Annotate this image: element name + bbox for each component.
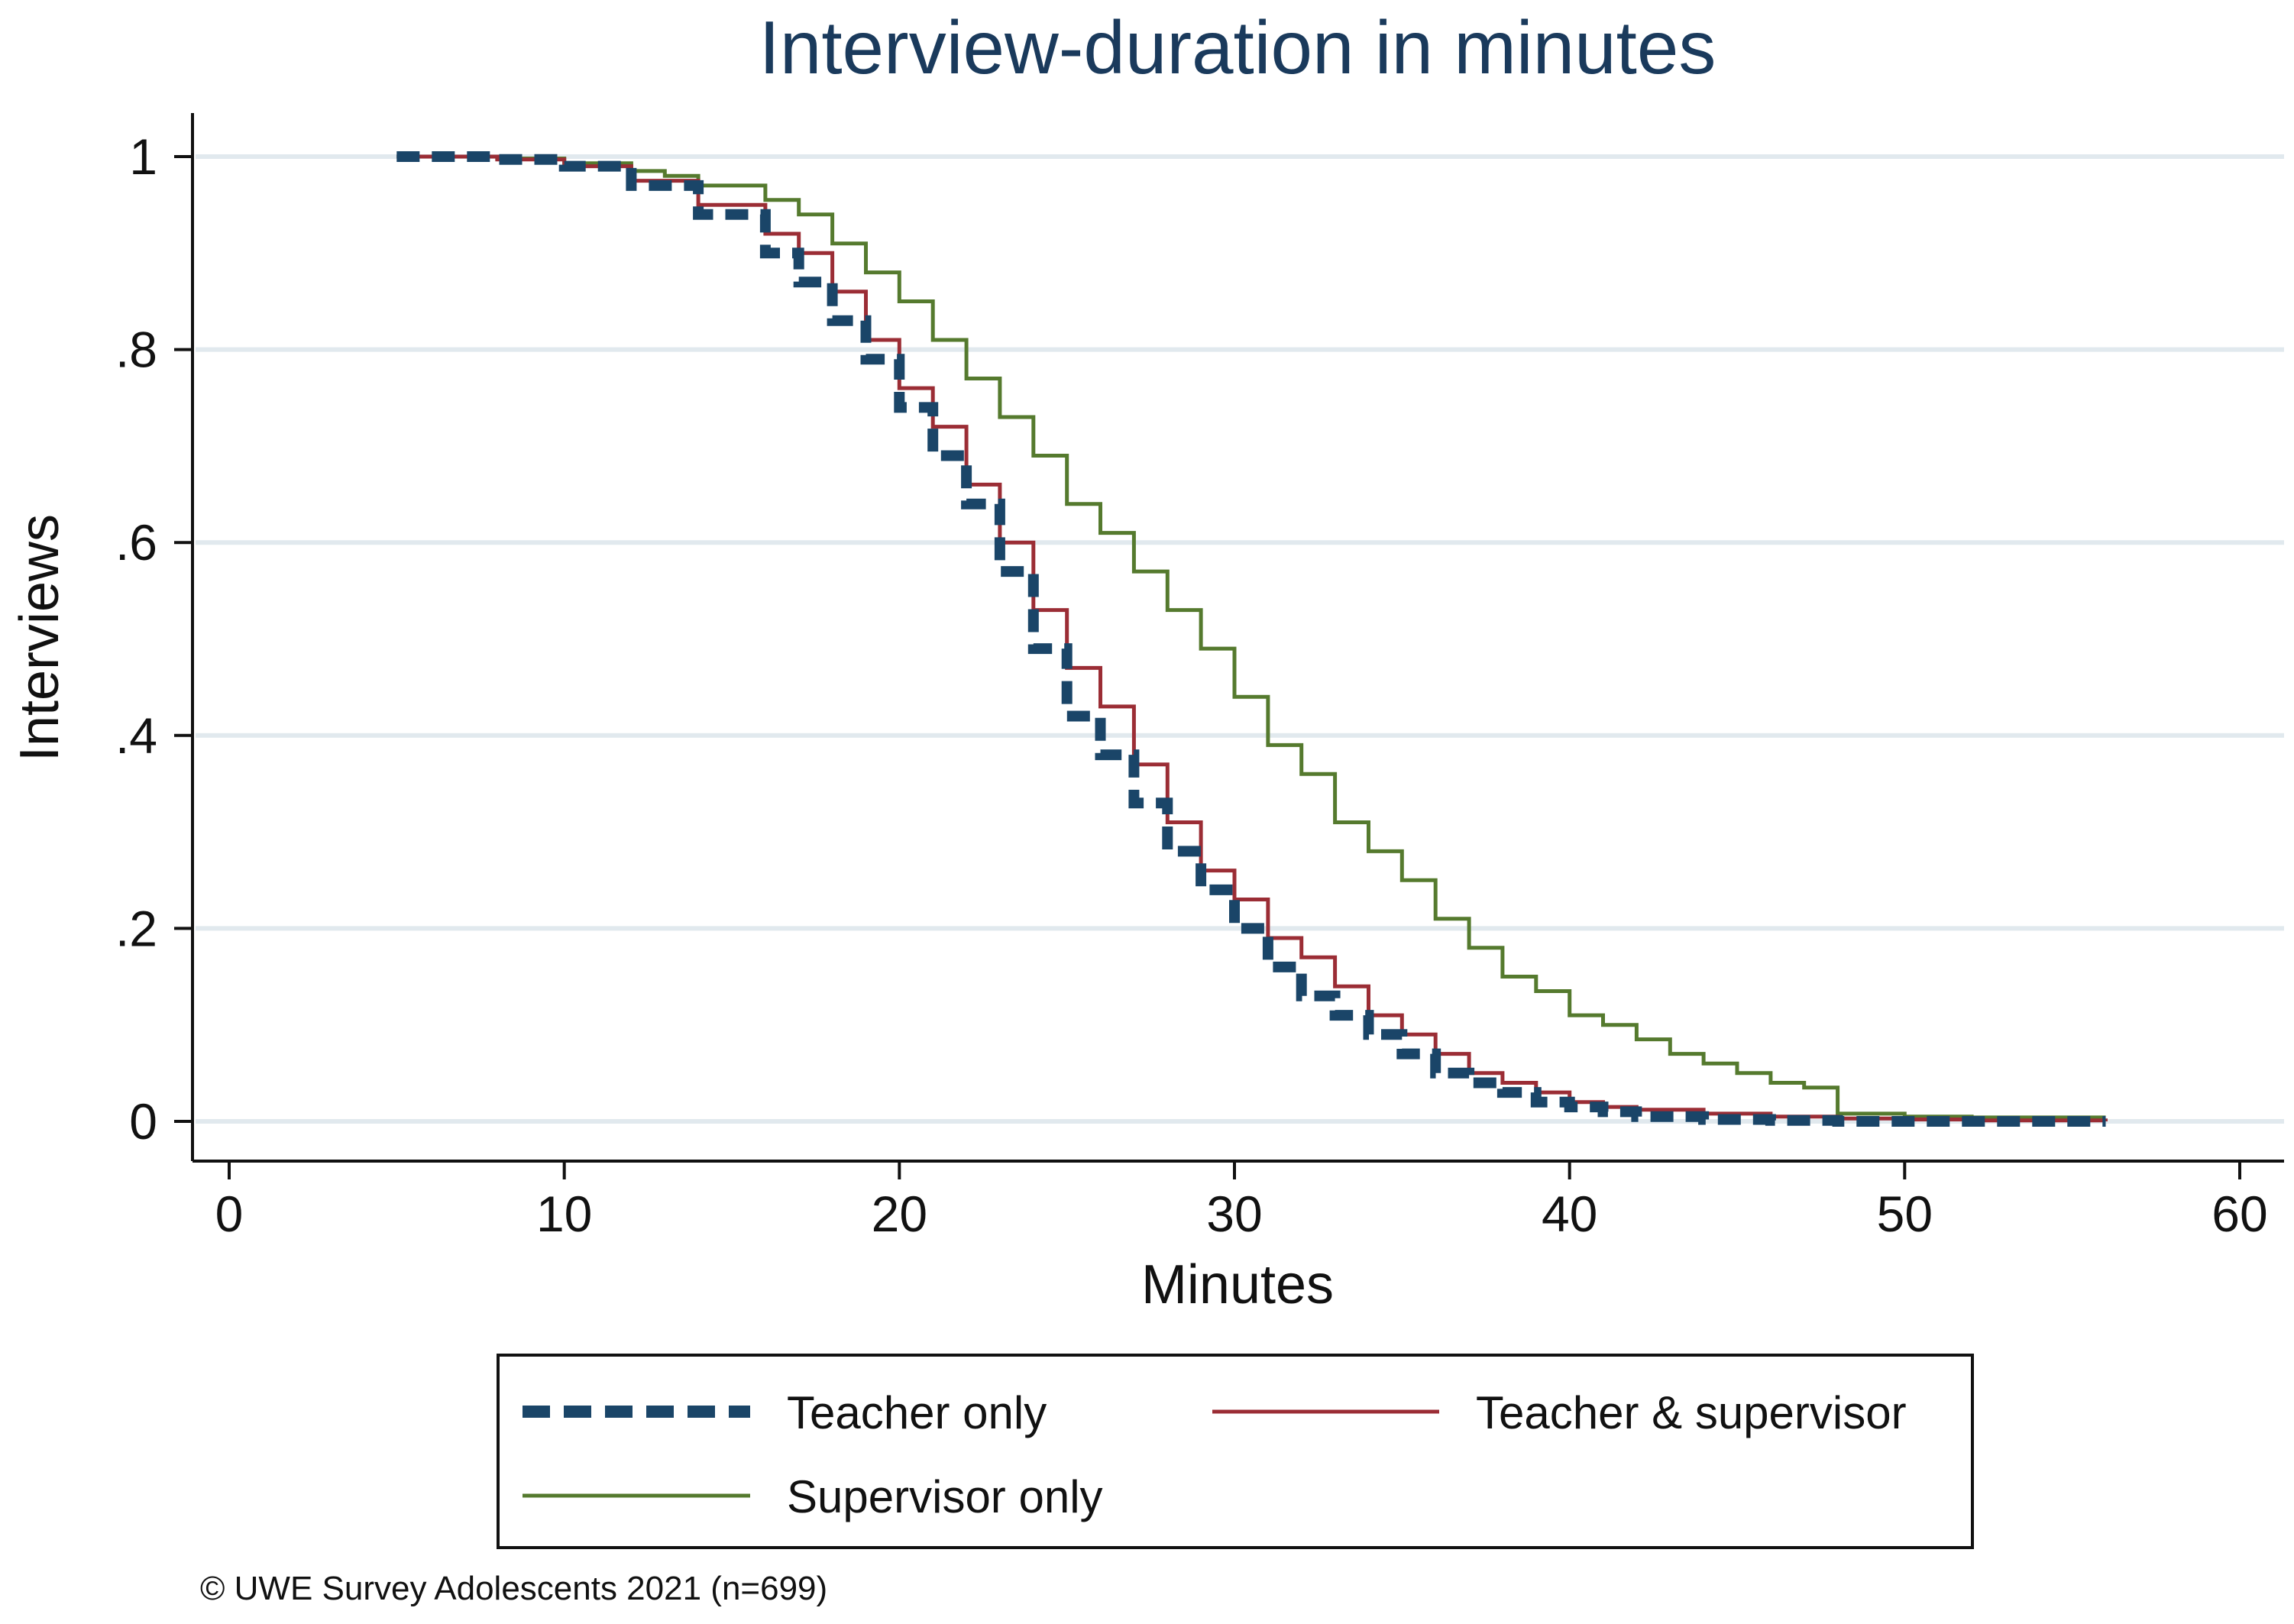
- grid: [196, 154, 2284, 1124]
- x-tick-label: 60: [2211, 1186, 2267, 1242]
- legend-label-supervisor-only: Supervisor only: [787, 1471, 1103, 1522]
- y-axis-title: Interviews: [9, 514, 70, 762]
- series-line-teacher-only: [396, 151, 2106, 1127]
- x-tick-label: 10: [536, 1186, 592, 1242]
- axes: [191, 113, 2284, 1163]
- series-line-supervisor-only: [396, 154, 2106, 1120]
- legend-box: [497, 1354, 1974, 1549]
- x-ticks: 0 10 20 30 40 50 60: [215, 1161, 2268, 1242]
- y-ticks: 0 .2 .4 .6 .8 1: [115, 128, 193, 1150]
- x-tick-label: 40: [1542, 1186, 1597, 1242]
- chart-title: Interview-duration in minutes: [759, 5, 1716, 89]
- legend-label-teacher-supervisor: Teacher & supervisor: [1476, 1387, 1907, 1438]
- x-tick-label: 30: [1206, 1186, 1262, 1242]
- footnote: © UWE Survey Adolescents 2021 (n=699): [200, 1570, 827, 1607]
- series-line-teacher-supervisor: [396, 154, 2108, 1123]
- legend-label-teacher-only: Teacher only: [787, 1387, 1047, 1438]
- y-tick-label: .8: [115, 322, 157, 378]
- x-tick-label: 0: [215, 1186, 244, 1242]
- x-tick-label: 20: [872, 1186, 927, 1242]
- y-tick-label: .4: [115, 707, 157, 764]
- series-group: [396, 151, 2108, 1127]
- y-tick-label: 1: [129, 128, 157, 185]
- x-tick-label: 50: [1877, 1186, 1933, 1242]
- y-tick-label: .6: [115, 514, 157, 571]
- y-tick-label: 0: [129, 1093, 157, 1150]
- legend: Teacher only Teacher & supervisor Superv…: [497, 1354, 1974, 1549]
- x-axis-title: Minutes: [1141, 1254, 1334, 1315]
- y-tick-label: .2: [115, 900, 157, 956]
